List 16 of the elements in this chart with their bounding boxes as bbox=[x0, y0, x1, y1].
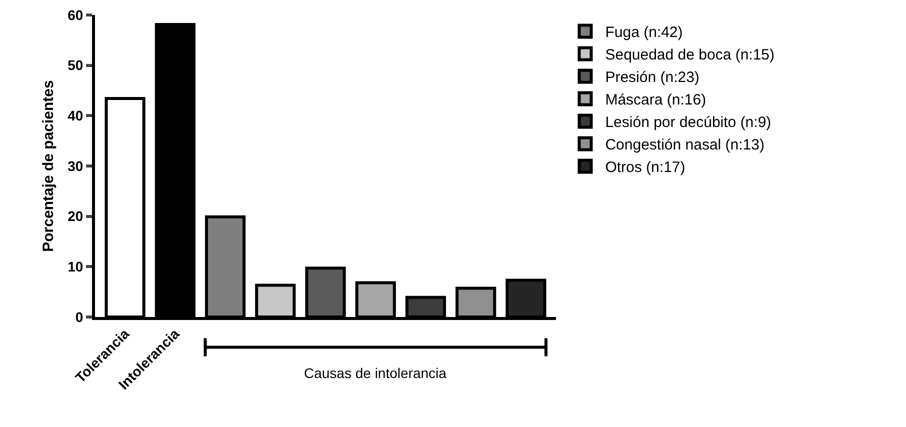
legend-label: Presión (n:23) bbox=[605, 69, 700, 86]
legend-label: Fuga (n:42) bbox=[605, 24, 683, 42]
legend-label: Lesión por decúbito (n:9) bbox=[605, 114, 772, 132]
y-tick-label: 40 bbox=[68, 108, 84, 124]
y-tick-label: 60 bbox=[68, 6, 84, 23]
text: Causas de intolerancia bbox=[304, 365, 447, 381]
legend-label: Otros (n:17) bbox=[605, 159, 686, 176]
y-axis-title: Porcentaje de pacientes bbox=[40, 80, 57, 252]
y-tick-label: 30 bbox=[68, 158, 84, 174]
y-tick-label: 50 bbox=[68, 57, 84, 74]
legend-label: Congestión nasal (n:13) bbox=[605, 136, 764, 154]
legend-label: Máscara (n:16) bbox=[605, 92, 706, 109]
y-tick-label: 10 bbox=[68, 258, 84, 275]
y-tick-label: 20 bbox=[68, 208, 84, 224]
y-tick-label: 0 bbox=[75, 308, 84, 325]
legend-label: Sequedad de boca (n:15) bbox=[605, 46, 775, 64]
